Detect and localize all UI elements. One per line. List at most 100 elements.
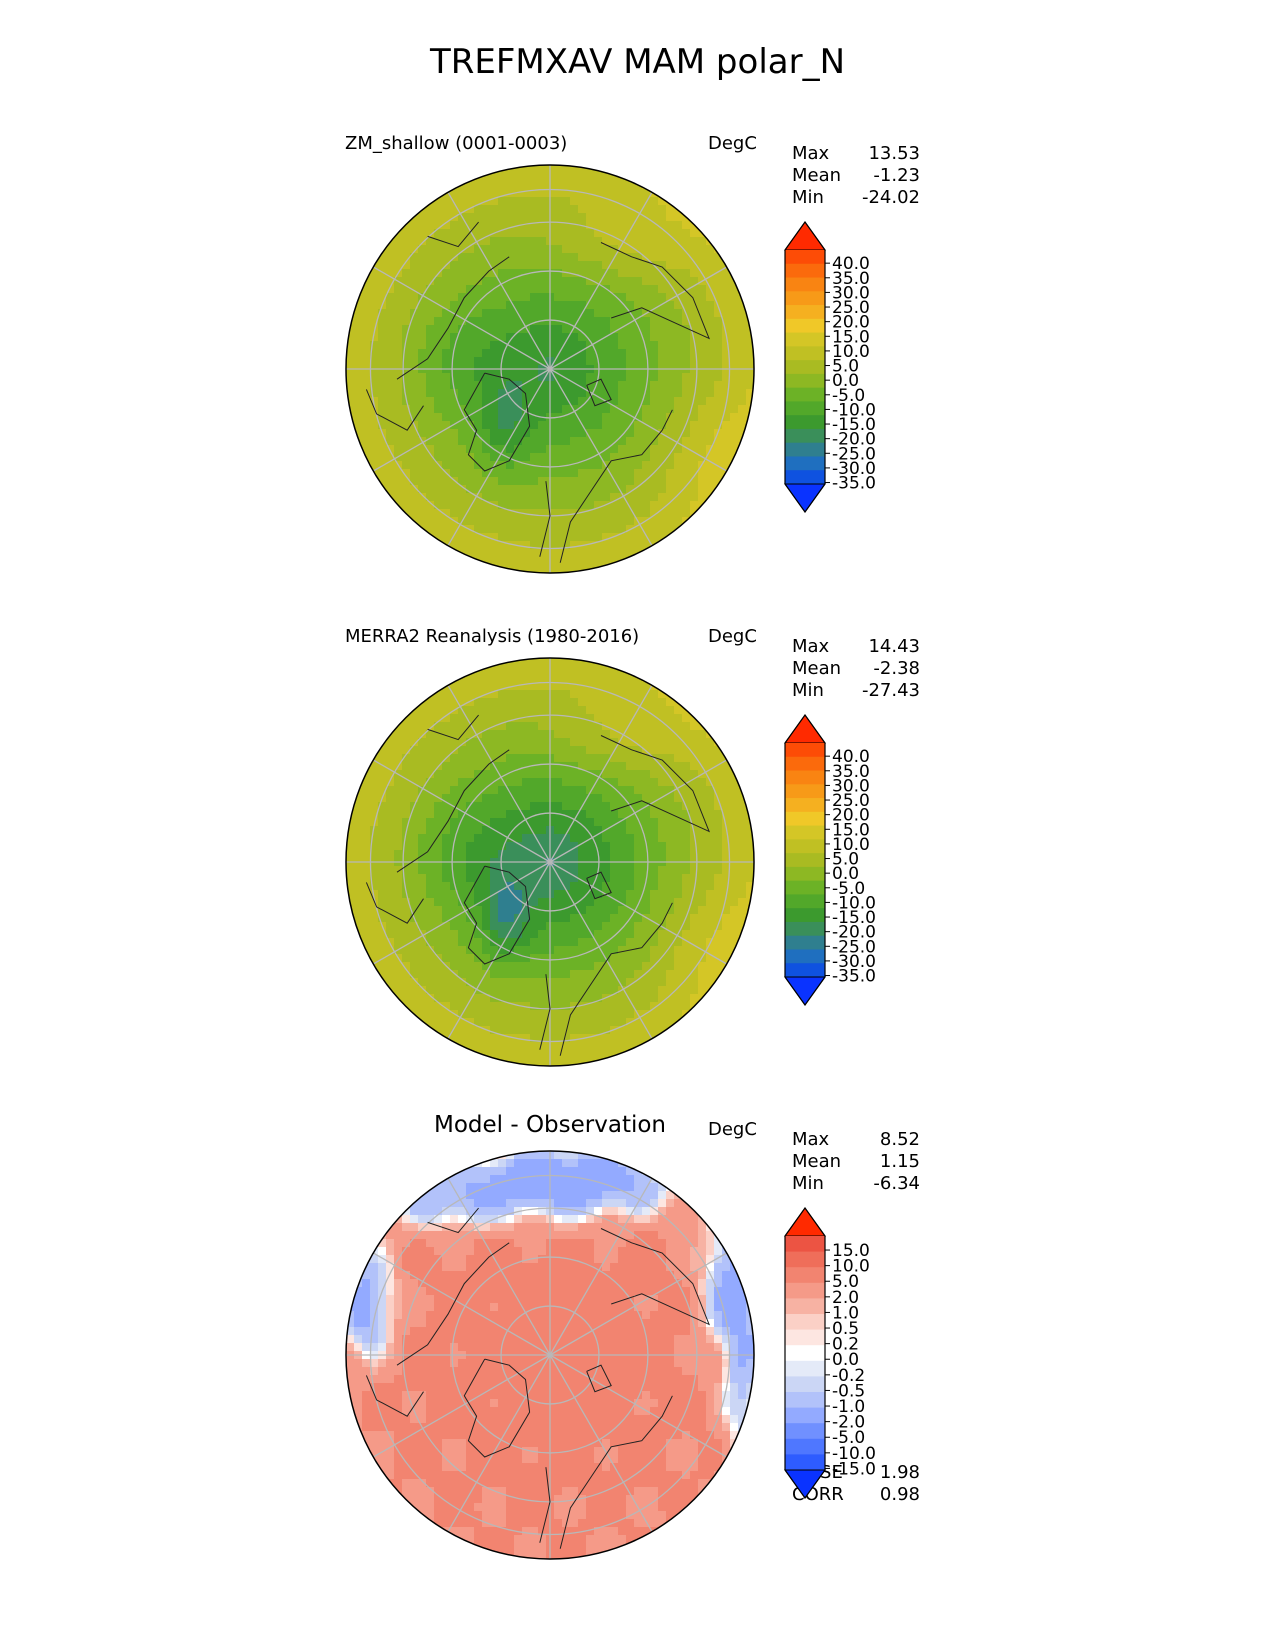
colorbar-segment (785, 1376, 825, 1393)
colorbar-segment (785, 825, 825, 840)
stat-min: Min -24.02 (792, 187, 920, 208)
colorbar-segment (785, 853, 825, 868)
colorbar-segment (785, 1314, 825, 1331)
colorbar-segment (785, 456, 825, 471)
colorbar-segment (785, 1438, 825, 1455)
colorbar-segment (785, 470, 825, 485)
colorbar-tick-label: 2.0 (832, 1288, 859, 1308)
colorbar-segment (785, 401, 825, 416)
colorbar-tick-label: -0.2 (832, 1366, 865, 1386)
colorbar-segment (785, 1423, 825, 1440)
colorbar-tick-label: 10.0 (832, 342, 870, 362)
panel-title: Model - Observation (433, 1112, 667, 1138)
colorbar-tick-label: 25.0 (832, 298, 870, 318)
colorbar-segment (785, 1407, 825, 1424)
stat-min: Min -27.43 (792, 680, 920, 701)
colorbar-extend-max (784, 221, 826, 251)
colorbar-tick-label: -1.0 (832, 1397, 865, 1417)
colorbar-tick-label: 40.0 (832, 747, 870, 767)
panel-title: MERRA2 Reanalysis (1980-2016) (345, 626, 640, 647)
colorbar-tick-label: -35.0 (832, 474, 876, 494)
figure-title: TREFMXAV MAM polar_N (429, 42, 846, 82)
colorbar-segment (785, 963, 825, 978)
colorbar-tick-label: 0.2 (832, 1335, 859, 1355)
colorbar-segment (785, 784, 825, 799)
colorbar-segment (785, 1282, 825, 1299)
colorbar-segment (785, 332, 825, 347)
colorbar-tick-label: -0.5 (832, 1381, 865, 1401)
colorbar-segment (785, 921, 825, 937)
colorbar-extend-max (784, 1207, 826, 1237)
graticule (346, 165, 754, 573)
stat-mean: Mean -2.38 (792, 658, 920, 679)
colorbar-tick-label: -15.0 (832, 415, 876, 435)
colorbar-tick-label: -5.0 (832, 386, 865, 406)
colorbar-tick-label: 40.0 (832, 254, 870, 274)
colorbar-tick-label: -5.0 (832, 1428, 865, 1448)
colorbar-segment (785, 1267, 825, 1284)
map-field (346, 165, 754, 573)
colorbar-tick-label: -10.0 (832, 400, 876, 420)
panel-units: DegC (708, 626, 757, 647)
colorbar-tick-label: -20.0 (832, 923, 876, 943)
colorbar-tick-label: 25.0 (832, 791, 870, 811)
colorbar-segment (785, 894, 825, 909)
polar-map-svg: 15.010.05.02.01.00.50.20.0-0.2-0.5-1.0-2… (345, 1150, 876, 1560)
stats-block: Max 13.53 Mean -1.23 Min -24.02 (792, 143, 920, 209)
colorbar-tick-label: -30.0 (832, 459, 876, 479)
colorbar-segment (785, 318, 825, 334)
stat-max: Max 8.52 (792, 1129, 920, 1150)
colorbar-tick-label: 35.0 (832, 269, 870, 289)
colorbar-tick-label: 5.0 (832, 1272, 859, 1292)
colorbar-segment (785, 373, 825, 389)
colorbar-tick-label: 35.0 (832, 762, 870, 782)
map-boundary (345, 1150, 755, 1560)
colorbar-tick-label: 5.0 (832, 850, 859, 870)
colorbar-tick-label: -15.0 (832, 908, 876, 928)
colorbar-tick-label: -2.0 (832, 1413, 865, 1433)
colorbar-segment (785, 756, 825, 772)
colorbar-segment (785, 743, 825, 758)
colorbar-segment (785, 305, 825, 320)
colorbar-segment (785, 346, 825, 361)
panel-units: DegC (708, 133, 757, 154)
colorbar-outline (784, 220, 826, 514)
panel-difference: Model - Observation DegC Max 8.52 Mean 1.1… (0, 986, 1275, 1560)
colorbar-segment (785, 387, 825, 402)
colorbar-tick-label: 10.0 (832, 835, 870, 855)
colorbar-segment (785, 428, 825, 444)
stat-mean: Mean -1.23 (792, 165, 920, 186)
map-boundary (345, 657, 755, 1067)
colorbar-segment (785, 949, 825, 964)
colorbar-tick-label: 30.0 (832, 283, 870, 303)
colorbar-tick-label: -10.0 (832, 1444, 876, 1464)
panel-title: ZM_shallow (0001-0003) (345, 133, 568, 154)
colorbar-tick-label: -10.0 (832, 893, 876, 913)
colorbar-tick-label: -20.0 (832, 430, 876, 450)
colorbar-segment (785, 442, 825, 457)
colorbar-tick-label: 1.0 (832, 1303, 859, 1323)
colorbar-segment (785, 1392, 825, 1409)
colorbar-tick-label: -25.0 (832, 444, 876, 464)
colorbar-segment (785, 908, 825, 923)
polar-map-svg: 40.035.030.025.020.015.010.05.00.0-5.0-1… (345, 164, 876, 574)
colorbar-segment (785, 1329, 825, 1346)
colorbar-segment (785, 798, 825, 813)
colorbar-tick-label: 20.0 (832, 806, 870, 826)
stats-block: Max 8.52 Mean 1.15 Min -6.34 (792, 1129, 920, 1195)
colorbar-segment (785, 277, 825, 292)
colorbar-segment (785, 263, 825, 279)
colorbar-tick-label: -35.0 (832, 967, 876, 987)
colorbar-tick-label: -25.0 (832, 937, 876, 957)
stat-max: Max 13.53 (792, 143, 920, 164)
map-field (346, 1151, 754, 1559)
stat-mean: Mean 1.15 (792, 1151, 920, 1172)
colorbar-segment (785, 935, 825, 950)
colorbar-tick-label: -15.0 (832, 1459, 876, 1479)
colorbar-tick-label: 15.0 (832, 327, 870, 347)
colorbar-tick-label: 0.0 (832, 1350, 859, 1370)
colorbar-segment (785, 811, 825, 827)
polar-map-svg: 40.035.030.025.020.015.010.05.00.0-5.0-1… (345, 657, 876, 1067)
colorbar-tick-label: 0.0 (832, 371, 859, 391)
colorbar-segment (785, 250, 825, 265)
